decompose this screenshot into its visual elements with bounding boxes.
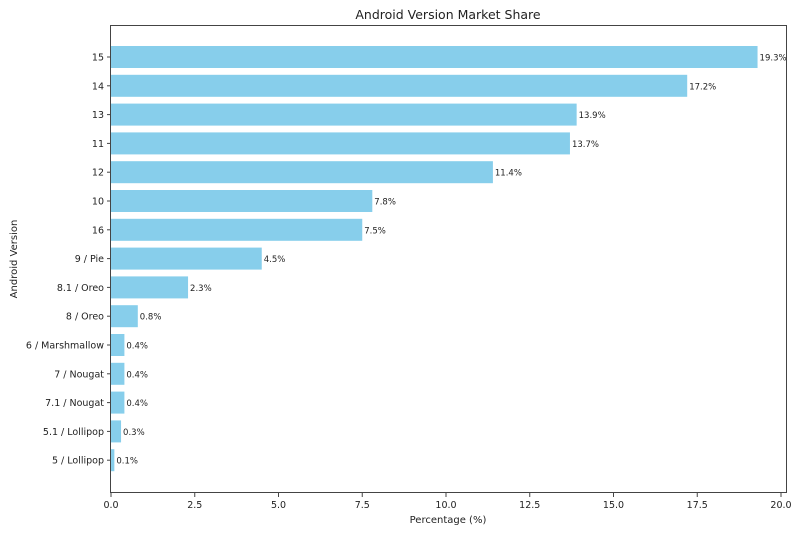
- bar: [111, 218, 363, 241]
- data-label: 2.3%: [190, 284, 212, 294]
- data-label: 7.5%: [364, 226, 386, 236]
- data-label: 13.9%: [579, 111, 606, 121]
- plot-frame: [110, 25, 787, 493]
- y-tick-label: 11: [92, 139, 104, 150]
- chart-title: Android Version Market Share: [355, 7, 541, 22]
- data-label: 4.5%: [264, 255, 286, 265]
- data-label: 0.4%: [126, 370, 148, 380]
- y-tick-label: 8.1 / Oreo: [57, 283, 104, 294]
- x-tick-label: 12.5: [519, 500, 540, 511]
- bar: [111, 276, 189, 299]
- data-label: 13.7%: [572, 140, 599, 150]
- x-tick-label: 7.5: [355, 500, 370, 511]
- bar: [111, 247, 262, 270]
- y-tick-label: 10: [92, 197, 104, 208]
- bar: [111, 74, 688, 97]
- bar: [111, 362, 125, 385]
- y-tick-label: 13: [92, 110, 104, 121]
- y-tick-label: 5.1 / Lollipop: [43, 427, 104, 438]
- x-tick-label: 10.0: [435, 500, 456, 511]
- y-tick-label: 7.1 / Nougat: [45, 398, 104, 409]
- y-tick-label: 14: [92, 81, 104, 92]
- bar: [111, 46, 758, 68]
- x-axis-label: Percentage (%): [410, 515, 487, 526]
- y-tick-label: 16: [92, 225, 104, 236]
- y-tick-label: 5 / Lollipop: [52, 456, 104, 467]
- y-tick-label: 6 / Marshmallow: [26, 341, 104, 352]
- data-label: 17.2%: [689, 82, 716, 92]
- bar: [111, 161, 493, 184]
- bar: [111, 449, 115, 472]
- bar: [111, 305, 138, 328]
- y-tick-label: 12: [92, 168, 104, 179]
- y-tick-label: 9 / Pie: [75, 254, 104, 265]
- bar: [111, 132, 570, 155]
- y-tick-label: 15: [92, 53, 104, 64]
- bar: [111, 103, 577, 126]
- data-label: 7.8%: [374, 198, 396, 208]
- bar: [111, 420, 122, 443]
- y-tick-label: 8 / Oreo: [66, 312, 104, 323]
- data-label: 0.4%: [126, 399, 148, 409]
- x-tick-label: 0.0: [103, 500, 118, 511]
- x-tick-label: 5.0: [271, 500, 286, 511]
- data-label: 0.1%: [116, 457, 138, 467]
- x-tick-label: 15.0: [603, 500, 624, 511]
- data-label: 0.8%: [140, 313, 162, 323]
- x-tick-label: 2.5: [187, 500, 202, 511]
- bar: [111, 334, 125, 356]
- data-label: 0.3%: [123, 428, 145, 438]
- data-label: 0.4%: [126, 342, 148, 352]
- y-tick-label: 7 / Nougat: [54, 369, 104, 380]
- data-label: 19.3%: [760, 54, 787, 64]
- bar: [111, 391, 125, 414]
- x-tick-label: 20.0: [770, 500, 791, 511]
- y-axis-label: Android Version: [9, 220, 20, 299]
- data-label: 11.4%: [495, 169, 522, 179]
- x-tick-label: 17.5: [687, 500, 708, 511]
- bar: [111, 190, 373, 212]
